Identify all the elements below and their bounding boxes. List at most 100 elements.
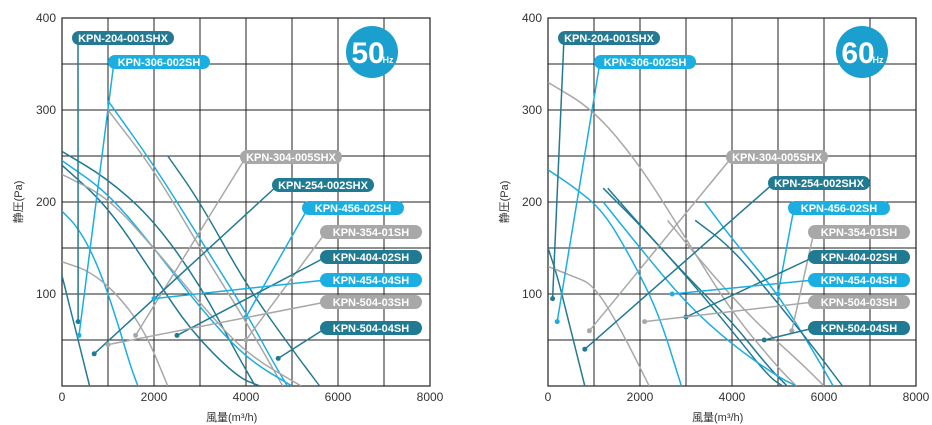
leader-line: [556, 61, 601, 322]
chart-1: 0 2000 4000 6000 8000 100 200 300 400 風量(m³/h) 静圧(…: [497, 11, 930, 424]
y-tick-label: 300: [36, 103, 56, 117]
leader-line: [584, 182, 775, 350]
leader-line: [245, 231, 327, 341]
series-label: KPN-454-04SH: [821, 275, 897, 287]
series-label-pill: [768, 176, 870, 190]
x-tick-label: 8000: [417, 390, 444, 404]
badge-value: 50: [351, 37, 384, 70]
series-label: KPN-456-02SH: [801, 203, 877, 215]
series-curve: [62, 261, 169, 386]
series-label: KPN-254-002SHX: [278, 180, 369, 192]
series-curve: [62, 150, 256, 386]
leader-line: [777, 207, 795, 295]
leader-line: [176, 256, 327, 337]
leader-line: [107, 301, 327, 346]
series-label: KPN-404-02SH: [333, 252, 409, 264]
x-tick-label: 0: [545, 390, 552, 404]
y-tick-label: 300: [522, 103, 542, 117]
y-tick-label: 400: [522, 11, 542, 25]
series-curve: [602, 201, 797, 386]
series-curve: [548, 169, 683, 386]
y-tick-label: 200: [36, 195, 56, 209]
series-label: KPN-504-03SH: [821, 297, 897, 309]
series-point: [789, 328, 795, 334]
x-axis-label: 風量(m³/h): [206, 411, 257, 424]
series-label-pill: [320, 225, 422, 239]
series-label: KPN-306-002SH: [118, 57, 201, 69]
badge-unit: Hz: [383, 55, 394, 65]
y-tick-label: 100: [522, 287, 542, 301]
leader-line: [644, 301, 815, 323]
x-tick-label: 4000: [233, 390, 260, 404]
series-point: [554, 319, 560, 325]
series-label-pill: [558, 31, 660, 45]
series-label-pill: [72, 31, 174, 45]
series-label-pill: [788, 201, 890, 215]
series-label: KPN-204-001SHX: [78, 33, 169, 45]
series-label-pill: [808, 250, 910, 264]
series-curve: [548, 81, 797, 386]
x-tick-label: 8000: [903, 390, 930, 404]
series-label: KPN-504-04SH: [333, 323, 409, 335]
series-point: [105, 342, 111, 348]
series-point: [151, 296, 157, 302]
series-label: KPN-404-02SH: [821, 252, 897, 264]
series-curve: [107, 109, 284, 386]
series-point: [76, 332, 82, 338]
series-curve: [548, 265, 650, 386]
y-tick-label: 100: [36, 287, 56, 301]
series-label: KPN-204-001SHX: [564, 33, 655, 45]
series-point: [91, 351, 97, 357]
x-tick-label: 4000: [719, 390, 746, 404]
series-label-pill: [320, 250, 422, 264]
series-point: [582, 346, 588, 352]
series-label-pill: [320, 295, 422, 309]
series-point: [642, 319, 648, 325]
series-point: [550, 296, 556, 302]
series-point: [586, 328, 592, 334]
x-tick-label: 2000: [141, 390, 168, 404]
series-label-pill: [240, 150, 342, 164]
leader-line: [134, 156, 247, 336]
chart-0: 0 2000 4000 6000 8000 100 200 300 400 風量(m³/h) 静圧(…: [11, 11, 444, 424]
series-label: KPN-354-01SH: [821, 227, 897, 239]
series-label: KPN-504-04SH: [821, 323, 897, 335]
series-label: KPN-304-005SHX: [732, 152, 823, 164]
series-label: KPN-456-02SH: [315, 203, 391, 215]
series-label: KPN-504-03SH: [333, 297, 409, 309]
leader-line: [588, 156, 733, 332]
y-axis-label: 静圧(Pa): [11, 181, 25, 224]
series-curve: [602, 187, 784, 386]
plot-frame: [547, 17, 917, 387]
series-point: [75, 319, 81, 325]
leader-line: [551, 37, 565, 299]
series-point: [133, 332, 139, 338]
series-label-pill: [594, 55, 696, 69]
series-point: [775, 291, 781, 297]
series-curve: [548, 247, 586, 386]
series-label-pill: [108, 55, 210, 69]
leader-line: [277, 327, 327, 360]
series-label: KPN-304-005SHX: [246, 152, 337, 164]
series-curve: [62, 164, 261, 386]
series-label-pill: [320, 273, 422, 287]
badge-unit: Hz: [873, 55, 884, 65]
x-tick-label: 0: [59, 390, 66, 404]
x-tick-label: 2000: [627, 390, 654, 404]
series-point: [243, 337, 249, 343]
series-label-pill: [272, 178, 374, 192]
series-label-pill: [808, 321, 910, 335]
leader-line: [245, 207, 309, 318]
series-point: [275, 355, 281, 361]
series-label: KPN-254-002SHX: [774, 178, 865, 190]
series-label-pill: [726, 150, 828, 164]
series-label-pill: [320, 321, 422, 335]
series-point: [174, 332, 180, 338]
series-label: KPN-306-002SH: [604, 57, 687, 69]
series-label: KPN-354-01SH: [333, 227, 409, 239]
series-point: [669, 291, 675, 297]
y-axis-label: 静圧(Pa): [497, 181, 511, 224]
series-point: [761, 337, 767, 343]
series-label-pill: [808, 273, 910, 287]
